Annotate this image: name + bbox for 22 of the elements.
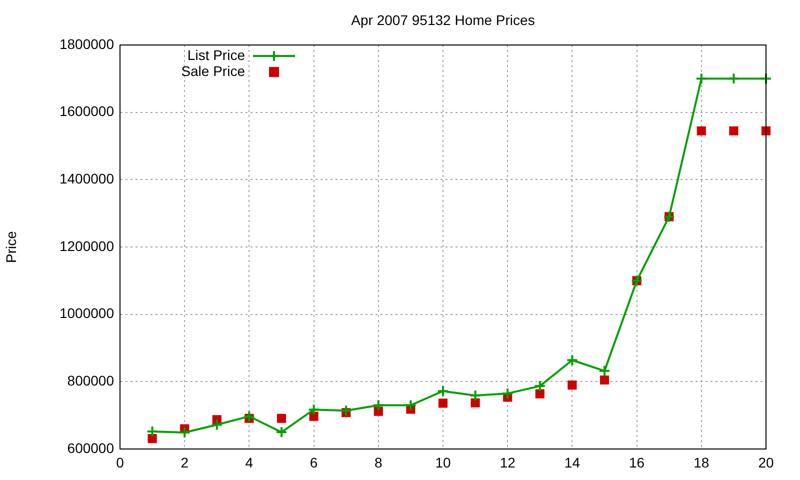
- y-axis-title: Price: [2, 230, 19, 263]
- y-tick-label: 600000: [67, 440, 114, 456]
- y-tick-label: 1000000: [59, 305, 114, 322]
- y-tick-label: 800000: [67, 372, 114, 389]
- y-tick-label: 1800000: [59, 36, 114, 52]
- y-tick-label: 1600000: [59, 103, 114, 120]
- y-tick-label: 1200000: [59, 238, 114, 254]
- x-tick-label: 0: [116, 454, 124, 470]
- x-tick-label: 14: [564, 454, 580, 470]
- x-tick-label: 10: [435, 454, 451, 470]
- x-tick-label: 16: [629, 454, 645, 470]
- x-tick-label: 18: [694, 454, 710, 470]
- x-tick-label: 12: [500, 454, 516, 470]
- x-tick-label: 2: [180, 454, 189, 470]
- y-tick-label: 1400000: [59, 170, 114, 187]
- legend-label: List Price: [187, 46, 246, 63]
- chart-title: Apr 2007 95132 Home Prices: [351, 12, 535, 28]
- legend-label: Sale Price: [181, 62, 246, 79]
- x-tick-label: 4: [245, 454, 254, 470]
- x-tick-label: 6: [310, 454, 318, 470]
- x-tick-label: 20: [758, 454, 774, 470]
- x-tick-label: 8: [374, 454, 382, 470]
